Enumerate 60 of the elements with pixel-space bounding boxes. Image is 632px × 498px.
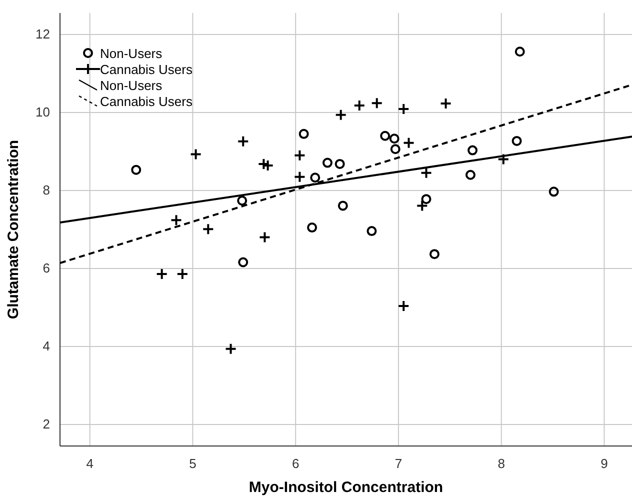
point	[420, 166, 432, 179]
point	[402, 136, 415, 149]
point	[398, 300, 410, 312]
x-axis-title: Myo-Inositol Concentration	[248, 479, 444, 496]
x-tick-label: 4	[86, 456, 94, 471]
point	[294, 149, 306, 162]
x-tick-label: 9	[600, 456, 608, 471]
point	[131, 164, 142, 175]
point	[421, 194, 432, 204]
point	[366, 226, 377, 236]
y-tick-label: 2	[42, 416, 50, 432]
y-tick-label: 10	[36, 104, 50, 120]
y-tick-label: 12	[36, 26, 50, 42]
point	[380, 130, 390, 141]
point	[202, 223, 214, 236]
point	[429, 249, 440, 260]
point	[224, 342, 237, 355]
point	[370, 97, 383, 110]
point	[322, 158, 332, 168]
x-tick-label: 5	[189, 456, 196, 471]
point	[237, 196, 248, 206]
point	[398, 102, 410, 115]
point	[334, 108, 347, 121]
point	[190, 148, 202, 160]
point	[465, 170, 476, 180]
point	[338, 200, 348, 211]
point	[440, 98, 452, 110]
point	[514, 46, 525, 57]
point	[307, 222, 318, 233]
point	[353, 99, 366, 112]
point	[548, 186, 559, 197]
x-tick-label: 8	[498, 456, 505, 471]
x-tick-label: 6	[292, 456, 300, 471]
legend-label: Cannabis Users	[100, 62, 193, 77]
point	[512, 136, 522, 146]
point	[294, 170, 306, 183]
point	[237, 135, 250, 148]
point	[262, 160, 274, 172]
point	[334, 158, 345, 169]
point	[416, 200, 428, 212]
y-axis-title: Glutamate Concentration	[5, 140, 22, 320]
point	[238, 257, 248, 268]
legend-label: Non-Users	[100, 46, 163, 61]
point	[468, 145, 478, 156]
legend-label: Cannabis Users	[100, 94, 193, 109]
point	[170, 214, 182, 226]
y-tick-label: 4	[42, 338, 50, 354]
point	[156, 268, 168, 280]
x-tick-label: 7	[394, 456, 402, 471]
point	[497, 153, 510, 166]
y-tick-label: 8	[42, 182, 50, 198]
point	[298, 128, 309, 139]
point	[258, 231, 271, 244]
y-tick-label: 6	[42, 260, 50, 276]
legend-label: Non-Users	[100, 78, 163, 93]
point	[258, 158, 270, 170]
point	[310, 172, 320, 183]
point	[390, 144, 400, 154]
point	[176, 268, 188, 280]
point	[389, 134, 400, 144]
